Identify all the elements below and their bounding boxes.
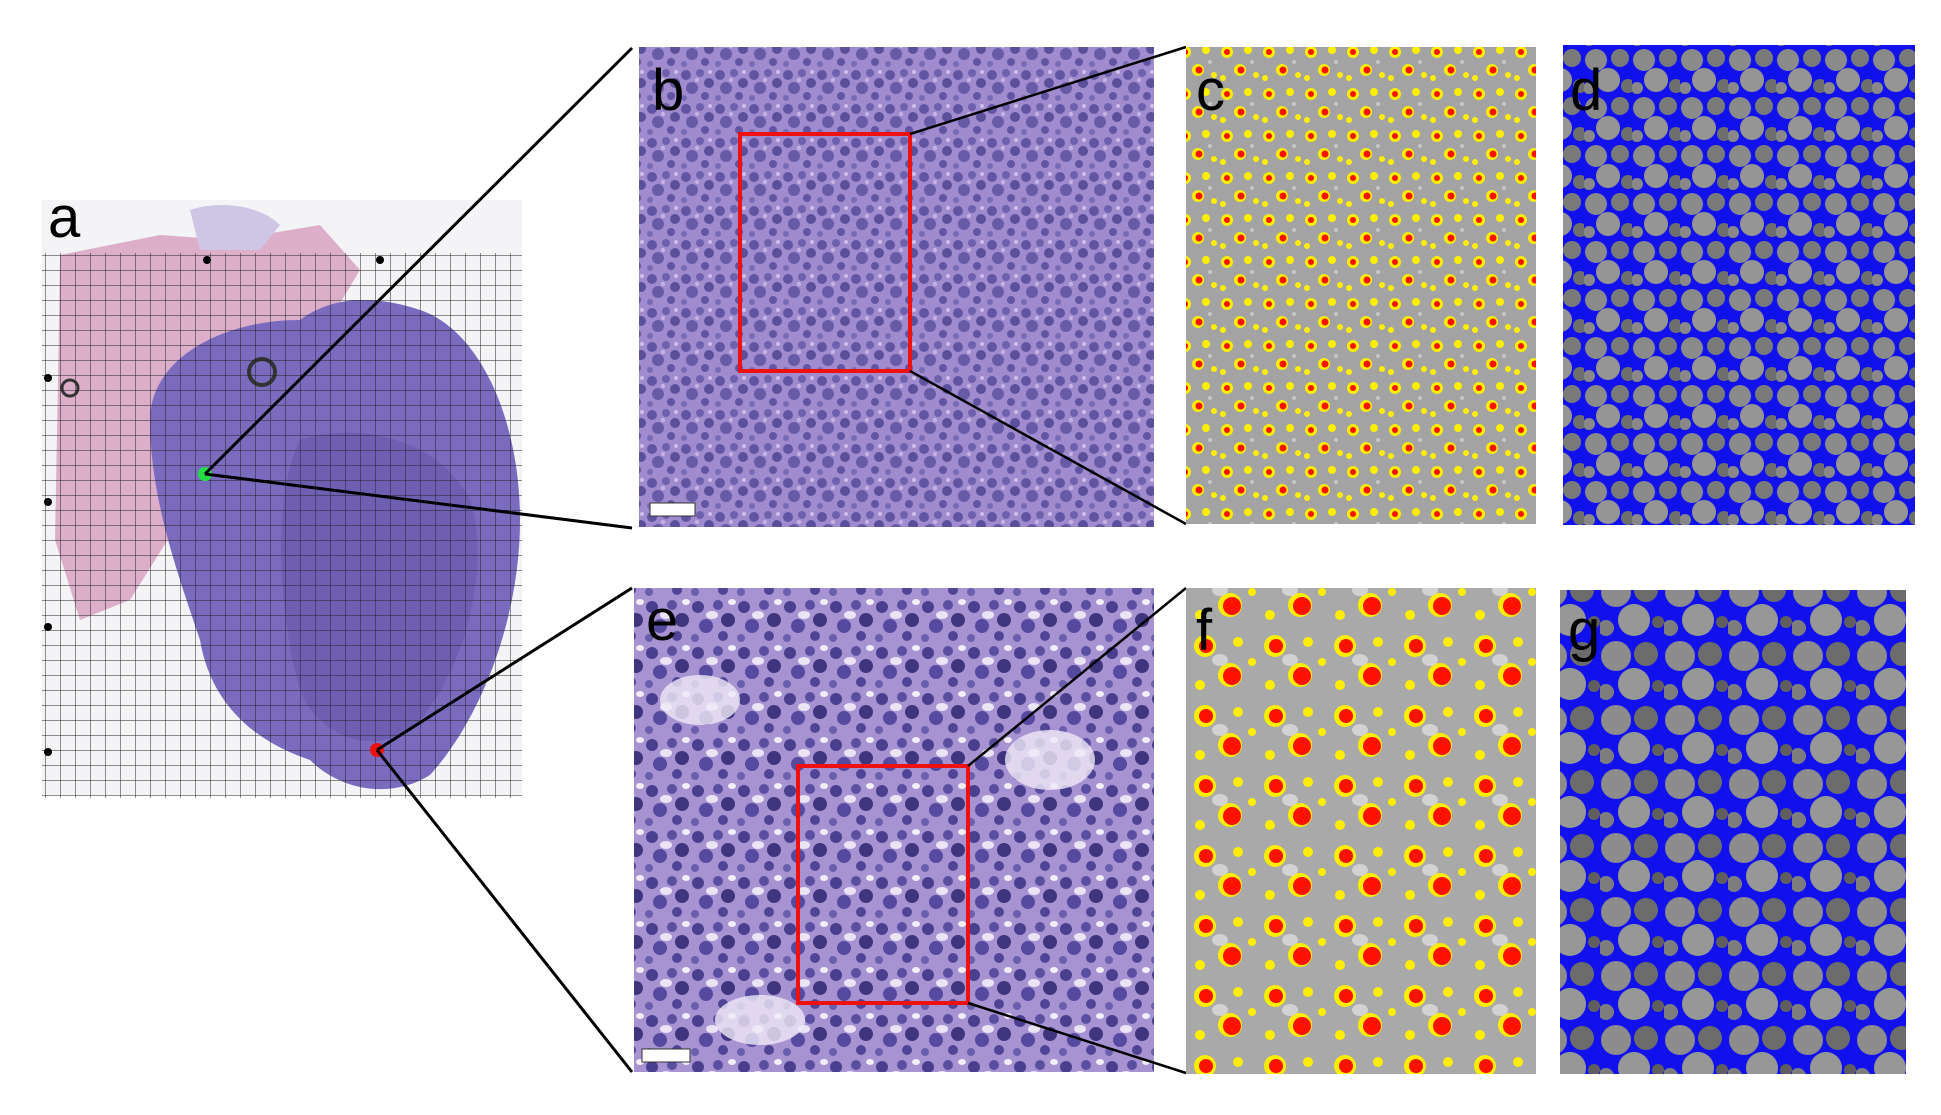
- panel-f-nuclei-segmentation: [1186, 588, 1536, 1074]
- panel-c-nuclei-segmentation: [1186, 47, 1536, 524]
- panel-label-c: c: [1196, 58, 1225, 123]
- panel-label-b: b: [652, 58, 684, 123]
- panel-b-roi-box: [738, 132, 912, 373]
- connector-lines-e: [967, 587, 1187, 1075]
- panel-b-scale-bar: [649, 502, 696, 517]
- panel-b-he-image: [639, 47, 1154, 527]
- panel-e-scale-bar: [641, 1048, 691, 1063]
- panel-label-e: e: [646, 588, 678, 653]
- connector-lines-a: [203, 46, 634, 1073]
- connector-lines-b: [909, 45, 1187, 526]
- panel-a-tissue-section: [42, 200, 522, 798]
- panel-label-f: f: [1196, 598, 1213, 663]
- panel-g-background-segmentation: [1560, 590, 1906, 1074]
- panel-e-roi-box: [796, 764, 970, 1005]
- panel-d-background-segmentation: [1563, 45, 1915, 525]
- panel-label-a: a: [48, 185, 81, 250]
- panel-label-g: g: [1568, 598, 1600, 663]
- panel-label-d: d: [1570, 58, 1602, 123]
- panel-e-he-image: [634, 588, 1154, 1072]
